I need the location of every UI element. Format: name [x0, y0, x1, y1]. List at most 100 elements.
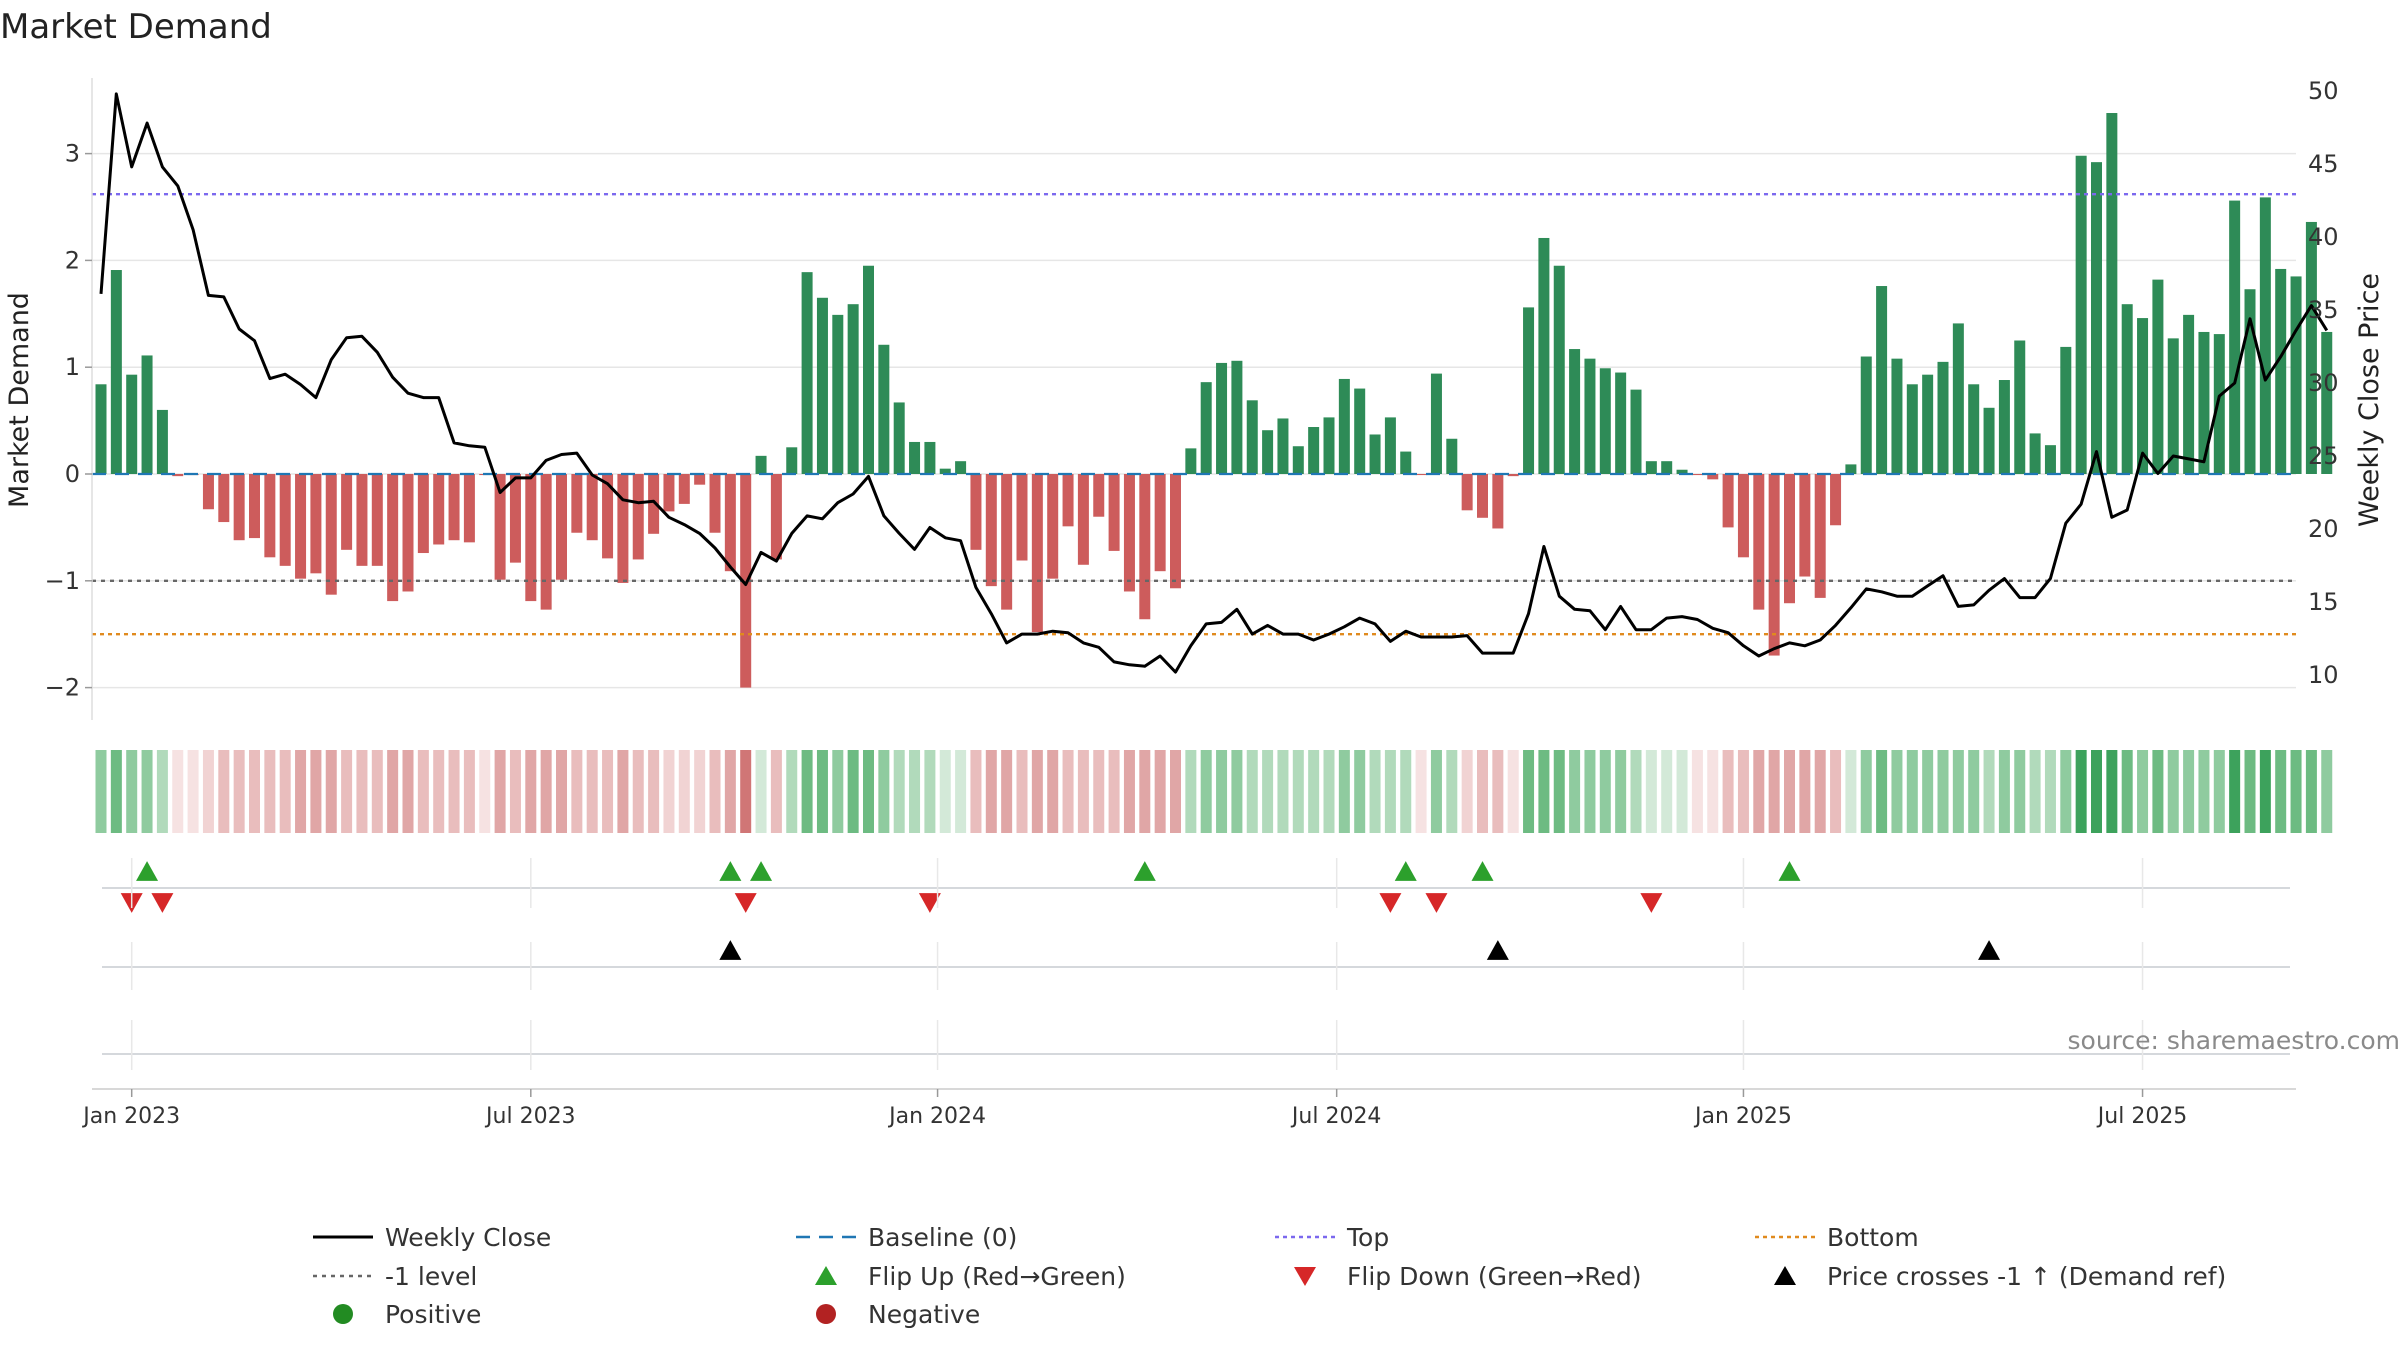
- legend-item-minus-one: -1 level: [313, 1262, 477, 1291]
- heat-cell: [709, 750, 721, 833]
- heat-cell: [2137, 750, 2149, 833]
- heat-cell: [1461, 750, 1473, 833]
- right-tick-label: 35: [2308, 296, 2339, 324]
- demand-bar: [1906, 384, 1918, 474]
- heat-cell: [1507, 750, 1519, 833]
- heat-cell: [1246, 750, 1258, 833]
- heat-cell: [1615, 750, 1627, 833]
- demand-bar: [1645, 461, 1657, 474]
- price-series: [99, 92, 2329, 674]
- demand-bar: [1891, 358, 1903, 474]
- demand-bar: [1584, 358, 1596, 474]
- demand-bar: [295, 474, 307, 579]
- demand-bar: [2321, 331, 2333, 474]
- right-axis-label: Weekly Close Price: [2354, 273, 2385, 527]
- demand-bar: [1154, 474, 1166, 572]
- heat-cell: [402, 750, 414, 833]
- flip-up-marker: [719, 861, 742, 881]
- heat-cell: [1185, 750, 1197, 833]
- demand-bar: [110, 270, 122, 474]
- heat-cell: [2060, 750, 2072, 833]
- legend-swatch: [1294, 1267, 1316, 1286]
- heat-cell: [1216, 750, 1228, 833]
- heat-cell: [1968, 750, 1980, 833]
- legend-swatch: [333, 1304, 353, 1324]
- demand-bar: [202, 474, 214, 510]
- demand-bar: [2137, 318, 2149, 474]
- demand-bar: [1553, 265, 1565, 474]
- heat-cell: [509, 750, 521, 833]
- heat-cell: [786, 750, 798, 833]
- heat-cell: [494, 750, 506, 833]
- demand-bar: [1031, 474, 1043, 633]
- heat-cell: [1292, 750, 1304, 833]
- flip-up-marker: [1471, 861, 1494, 881]
- demand-bar: [1538, 237, 1550, 474]
- demand-bar: [2152, 279, 2164, 474]
- event-markers: [102, 861, 2290, 1055]
- heat-cell: [1768, 750, 1780, 833]
- demand-bar: [1093, 474, 1105, 517]
- heat-cell: [1170, 750, 1181, 833]
- flip-down-marker: [1640, 893, 1663, 913]
- demand-bar: [2305, 221, 2317, 474]
- demand-bar: [678, 474, 690, 504]
- heat-cell: [156, 750, 168, 833]
- heat-cell: [1799, 750, 1811, 833]
- heat-cell: [1830, 750, 1842, 833]
- demand-bar: [648, 474, 660, 534]
- legend-item-bottom: Bottom: [1755, 1223, 1919, 1252]
- demand-bar: [586, 474, 598, 541]
- heat-cell: [1277, 750, 1289, 833]
- demand-bar: [341, 474, 353, 550]
- x-tick-label: Jan 2025: [1693, 1104, 1792, 1129]
- heat-cell: [2029, 750, 2041, 833]
- heat-cell: [1906, 750, 1918, 833]
- left-tick-label: 3: [65, 140, 80, 168]
- legend-item-flip-up: Flip Up (Red→Green): [815, 1262, 1126, 1291]
- heat-cell: [1016, 750, 1028, 833]
- heat-cell: [463, 750, 475, 833]
- demand-bar: [1661, 461, 1673, 474]
- reference-lines: [92, 192, 2296, 636]
- heat-cell: [2290, 750, 2302, 833]
- heat-cell: [1860, 750, 1872, 833]
- demand-bar: [1615, 372, 1627, 474]
- right-tick-label: 20: [2308, 515, 2339, 543]
- flip-up-marker: [750, 861, 773, 881]
- demand-bar: [893, 402, 905, 474]
- heat-cell: [878, 750, 890, 833]
- x-tick-label: Jul 2024: [1290, 1104, 1382, 1129]
- demand-bar: [1400, 451, 1412, 474]
- flip-down-marker: [734, 893, 757, 913]
- demand-bar: [1968, 384, 1980, 474]
- grid: [92, 152, 2296, 689]
- demand-bar: [602, 474, 614, 559]
- demand-bar: [970, 474, 982, 550]
- heat-cell: [602, 750, 614, 833]
- demand-bar: [463, 474, 475, 543]
- legend-item-flip-down: Flip Down (Green→Red): [1294, 1262, 1642, 1291]
- demand-bar: [1338, 378, 1350, 474]
- heat-cell: [1722, 750, 1734, 833]
- x-tick-label: Jul 2023: [484, 1104, 576, 1129]
- chart-title: Market Demand: [0, 7, 272, 47]
- heat-cell: [1676, 750, 1688, 833]
- demand-bar: [1753, 474, 1765, 610]
- heat-cell: [1983, 750, 1995, 833]
- legend-item-positive: Positive: [333, 1300, 481, 1329]
- heat-cell: [356, 750, 368, 833]
- demand-bar: [1123, 474, 1135, 592]
- x-tick-label: Jan 2023: [81, 1104, 180, 1129]
- heat-cell: [525, 750, 537, 833]
- demand-bar: [1507, 474, 1519, 477]
- heat-cell: [1523, 750, 1535, 833]
- demand-bar: [1262, 430, 1274, 474]
- flip-down-marker: [151, 893, 174, 913]
- flip-down-marker: [1425, 893, 1448, 913]
- heat-cell: [1814, 750, 1826, 833]
- heat-cell: [1737, 750, 1749, 833]
- price-cross-marker: [1486, 940, 1509, 960]
- demand-bar: [924, 441, 936, 474]
- demand-bar: [1461, 474, 1473, 511]
